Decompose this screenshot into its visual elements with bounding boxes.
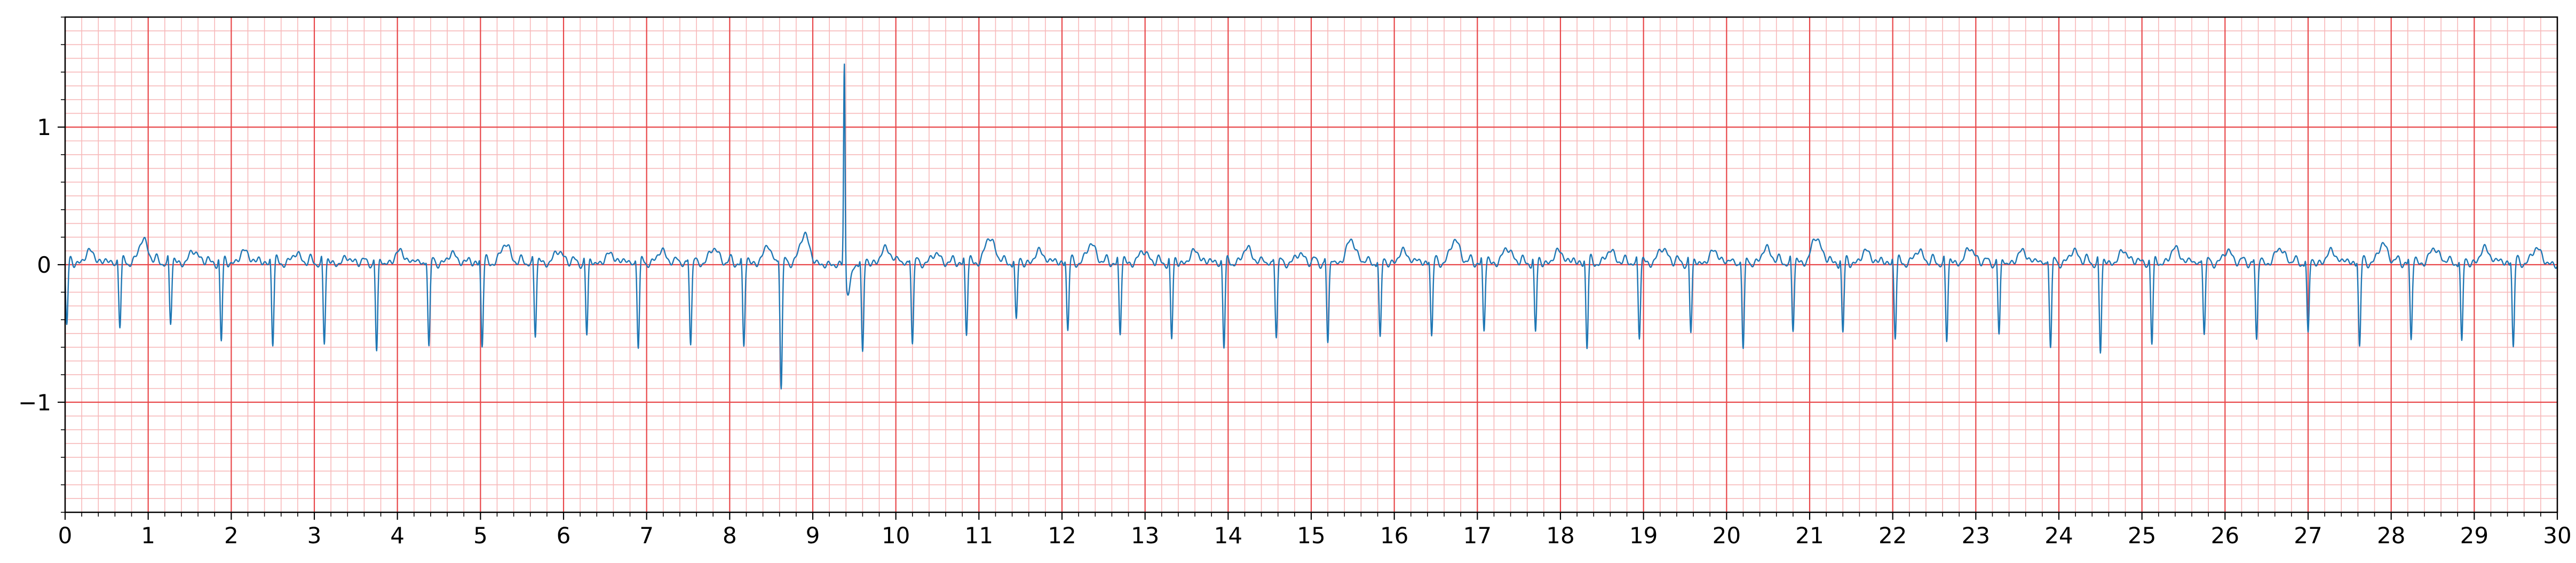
x-tick-label: 28: [2377, 522, 2405, 549]
x-tick-label: 16: [1380, 522, 1408, 549]
x-tick-label: 22: [1879, 522, 1907, 549]
x-tick-label: 17: [1463, 522, 1492, 549]
x-tick-label: 30: [2543, 522, 2571, 549]
x-tick-label: 18: [1546, 522, 1574, 549]
x-tick-label: 4: [390, 522, 405, 549]
x-tick-label: 0: [58, 522, 73, 549]
x-tick-label: 3: [307, 522, 322, 549]
x-tick-label: 24: [2044, 522, 2073, 549]
x-tick-label: 9: [806, 522, 820, 549]
x-tick-label: 14: [1214, 522, 1242, 549]
x-tick-label: 12: [1048, 522, 1076, 549]
x-tick-label: 19: [1629, 522, 1658, 549]
y-tick-label: 0: [37, 252, 51, 278]
y-axis-ticks: [58, 17, 65, 513]
x-tick-label: 15: [1297, 522, 1325, 549]
x-tick-label: 11: [965, 522, 993, 549]
x-tick-label: 6: [557, 522, 571, 549]
x-tick-label: 7: [639, 522, 654, 549]
x-tick-label: 29: [2460, 522, 2488, 549]
x-axis-tick-labels: 0 1 2 3 4 5 6 7 8 9 10 11 12 13 14 15 16 17 18 19 20 21 22 23 24…: [58, 522, 2572, 549]
x-tick-label: 20: [1713, 522, 1741, 549]
x-tick-label: 5: [473, 522, 488, 549]
x-tick-label: 27: [2294, 522, 2322, 549]
x-tick-label: 8: [723, 522, 737, 549]
x-tick-label: 25: [2128, 522, 2156, 549]
y-tick-label: 1: [37, 114, 51, 140]
ecg-trace-layer: [64, 64, 2558, 390]
y-axis-tick-labels: −1 0 1: [18, 114, 51, 416]
x-tick-label: 23: [1962, 522, 1990, 549]
y-tick-label: −1: [18, 390, 51, 416]
ecg-trace-line: [64, 64, 2558, 390]
x-tick-label: 13: [1131, 522, 1159, 549]
x-axis-ticks: [64, 512, 2558, 520]
x-tick-label: 26: [2211, 522, 2239, 549]
x-tick-label: 21: [1795, 522, 1824, 549]
x-tick-label: 10: [882, 522, 910, 549]
x-tick-label: 2: [224, 522, 239, 549]
x-tick-label: 1: [141, 522, 155, 549]
